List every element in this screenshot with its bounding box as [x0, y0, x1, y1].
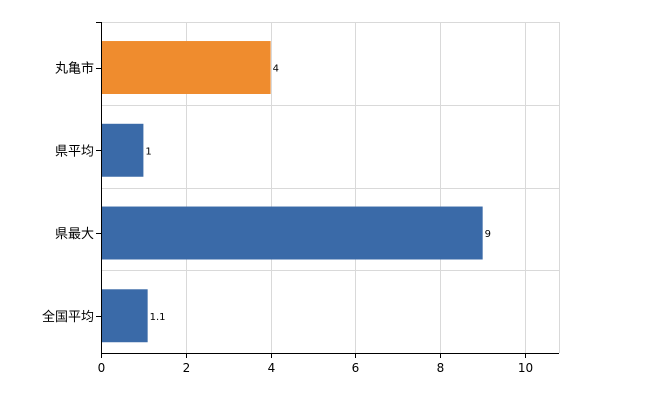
x-tick-label: 2 — [183, 361, 191, 375]
category-label: 丸亀市 — [55, 61, 94, 77]
axes — [96, 22, 559, 358]
bar-2 — [101, 206, 483, 260]
category-label: 全国平均 — [42, 309, 94, 325]
x-tick-label: 6 — [352, 361, 360, 375]
data-label: 4 — [273, 64, 279, 75]
x-tick-label: 8 — [437, 361, 445, 375]
data-label: 1.1 — [150, 312, 166, 323]
x-tick-label: 10 — [518, 361, 533, 375]
category-label: 県最大 — [55, 227, 94, 242]
x-tick-label: 0 — [98, 361, 106, 375]
labels: 4 丸亀市 1 県平均 9 県最大 1.1 全国平均 0 2 4 6 8 10 — [42, 61, 533, 375]
bar-1 — [101, 123, 144, 177]
x-tick-label: 4 — [268, 361, 276, 375]
data-label: 9 — [485, 229, 491, 240]
data-label: 1 — [145, 146, 151, 157]
bar-3 — [101, 289, 148, 343]
category-label: 県平均 — [55, 144, 94, 159]
bars — [101, 41, 483, 343]
bar-0 — [101, 41, 271, 94]
